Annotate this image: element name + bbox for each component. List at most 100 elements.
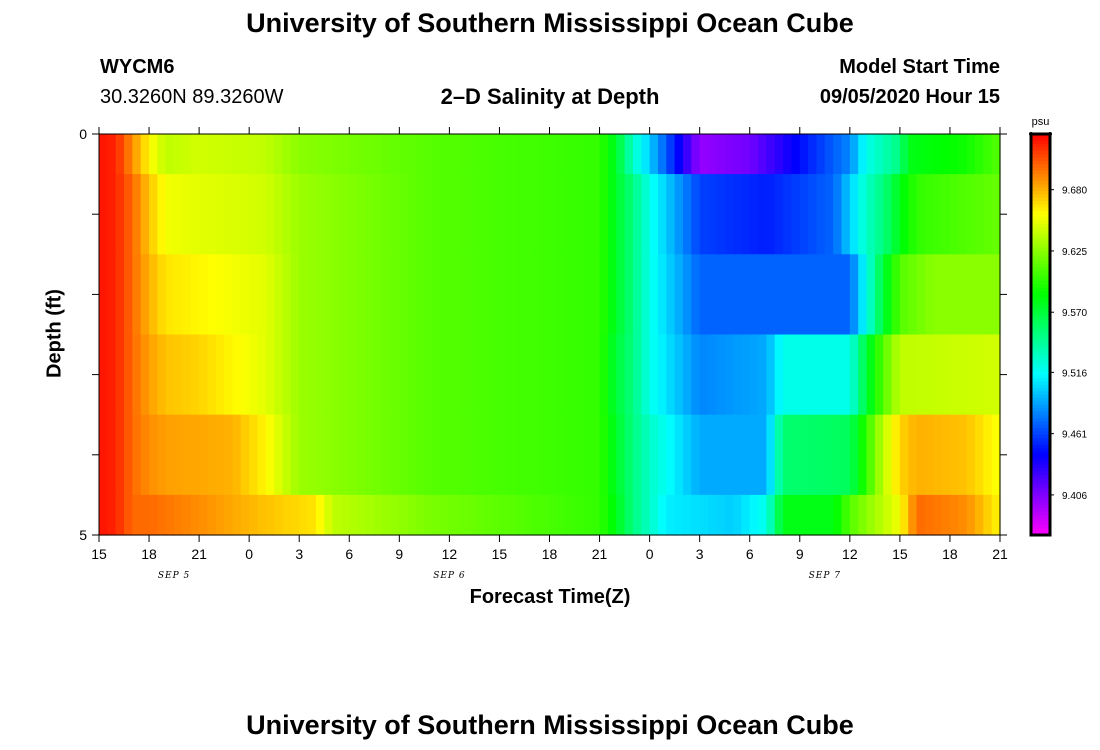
heatmap-cell	[507, 414, 517, 496]
heatmap-cell	[215, 494, 225, 536]
x-tick-label: 6	[746, 546, 754, 562]
colorbar-segment	[1031, 371, 1050, 376]
heatmap-cell	[749, 134, 759, 175]
heatmap-cell	[124, 494, 133, 536]
heatmap-cell	[624, 334, 634, 416]
heatmap-cell	[299, 414, 309, 496]
heatmap-cell	[641, 174, 651, 255]
heatmap-cell	[332, 174, 342, 255]
heatmap-cell	[107, 494, 117, 536]
x-tick-label: 6	[345, 546, 353, 562]
heatmap-cell	[966, 174, 976, 255]
colorbar-segment	[1031, 377, 1050, 382]
heatmap-cell	[157, 414, 167, 496]
heatmap-cell	[974, 134, 984, 175]
heatmap-cell	[899, 414, 909, 496]
heatmap-cell	[432, 134, 442, 175]
heatmap-cell	[808, 494, 818, 536]
heatmap-cell	[874, 334, 884, 416]
colorbar-segment	[1031, 384, 1050, 389]
heatmap-cell	[599, 494, 609, 536]
heatmap-cell	[307, 494, 317, 536]
heatmap-cell	[849, 254, 859, 336]
heatmap-cell	[566, 254, 576, 336]
colorbar-segment	[1031, 321, 1050, 326]
heatmap-cell	[149, 414, 158, 496]
heatmap-cell	[115, 174, 125, 255]
colorbar-unit-label: psu	[1032, 116, 1050, 128]
heatmap-cell	[791, 174, 801, 255]
heatmap-cell	[682, 334, 692, 416]
heatmap-cell	[824, 334, 834, 416]
heatmap-cell	[966, 494, 976, 536]
colorbar-segment	[1031, 307, 1050, 312]
heatmap-cell	[791, 414, 801, 496]
colorbar-segment	[1031, 414, 1050, 419]
heatmap-cell	[441, 134, 450, 175]
colorbar-segment	[1031, 367, 1050, 372]
heatmap-cell	[557, 494, 567, 536]
colorbar-segment	[1031, 237, 1050, 242]
heatmap-cell	[557, 134, 567, 175]
x-tick-label: 15	[91, 546, 107, 562]
heatmap-cell	[182, 254, 192, 336]
heatmap-cell	[966, 414, 976, 496]
heatmap-cell	[582, 414, 592, 496]
heatmap-cell	[816, 494, 826, 536]
colorbar-segment	[1031, 210, 1050, 215]
heatmap-cell	[983, 134, 993, 175]
heatmap-cell	[824, 134, 834, 175]
heatmap-cell	[382, 414, 392, 496]
heatmap-cell	[566, 414, 576, 496]
heatmap-cell	[407, 254, 417, 336]
heatmap-cell	[516, 134, 526, 175]
heatmap-cell	[908, 174, 918, 255]
heatmap-cell	[549, 494, 559, 536]
heatmap-cell	[591, 174, 601, 255]
heatmap-cell	[666, 334, 676, 416]
heatmap-cell	[240, 494, 250, 536]
heatmap-cell	[274, 254, 284, 336]
heatmap-cell	[115, 134, 125, 175]
colorbar-segment	[1031, 374, 1050, 379]
y-tick-label: 0	[79, 126, 87, 142]
heatmap-cell	[541, 334, 551, 416]
heatmap-cell	[207, 254, 217, 336]
heatmap-cell	[374, 494, 384, 536]
heatmap-cell	[816, 414, 826, 496]
heatmap-cell	[332, 254, 342, 336]
colorbar-segment	[1031, 137, 1050, 142]
colorbar-segment	[1031, 200, 1050, 205]
x-tick-label: 21	[592, 546, 608, 562]
colorbar-segment	[1031, 281, 1050, 285]
x-tick-label: 9	[395, 546, 403, 562]
heatmap-cell	[641, 334, 651, 416]
heatmap-cell	[157, 254, 167, 336]
heatmap-cell	[591, 414, 601, 496]
heatmap-cell	[190, 334, 200, 416]
heatmap-cell	[282, 254, 292, 336]
colorbar-segment	[1031, 311, 1050, 316]
heatmap-cell	[549, 334, 559, 416]
heatmap-cell	[974, 494, 984, 536]
heatmap-cell	[224, 174, 234, 255]
heatmap-cell	[724, 174, 734, 255]
colorbar-segment	[1031, 291, 1050, 295]
colorbar-segment	[1031, 334, 1050, 339]
heatmap-cell	[424, 494, 434, 536]
heatmap-cell	[290, 414, 300, 496]
heatmap-cell	[708, 174, 717, 255]
heatmap-cell	[115, 494, 125, 536]
heatmap-cell	[824, 254, 834, 336]
heatmap-cell	[758, 414, 767, 496]
heatmap-cell	[340, 334, 350, 416]
heatmap-cell	[407, 134, 417, 175]
heatmap-cell	[499, 254, 509, 336]
heatmap-cell	[591, 134, 601, 175]
heatmap-cell	[566, 334, 576, 416]
y-tick-label: 5	[79, 527, 87, 543]
heatmap-cell	[699, 254, 709, 336]
colorbar-segment	[1031, 134, 1050, 138]
colorbar-segment	[1031, 207, 1050, 212]
heatmap-cell	[666, 254, 676, 336]
